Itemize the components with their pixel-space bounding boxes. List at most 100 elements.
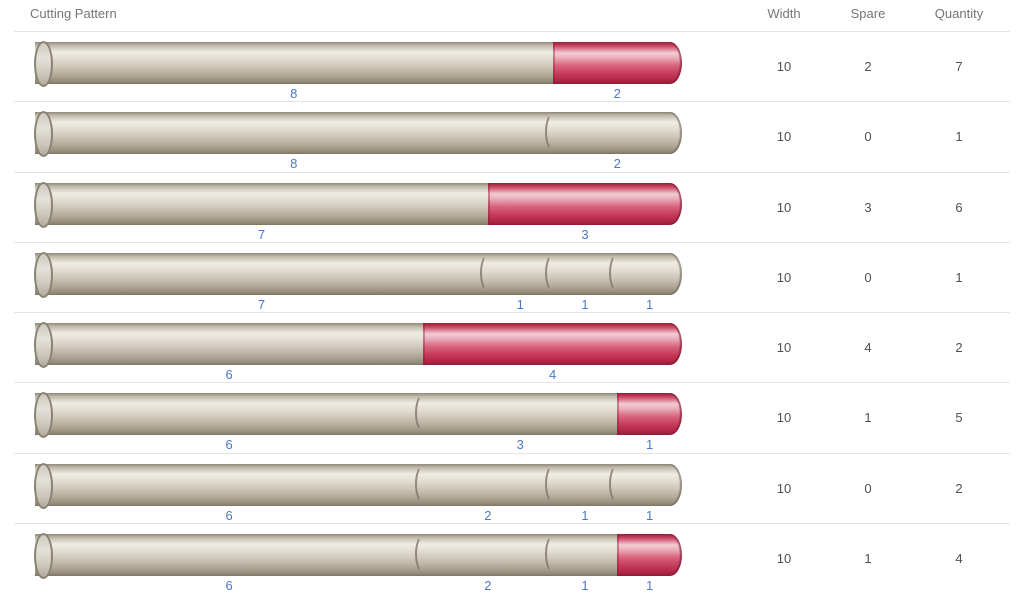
segment-size-label: 1	[646, 507, 654, 523]
spare-value: 0	[864, 480, 872, 496]
spare-value: 2	[864, 59, 872, 74]
segment-labels: 6 2 1 1	[35, 508, 682, 524]
row-values: 10 3 6	[742, 200, 1008, 215]
cut-mark	[415, 534, 431, 573]
cutting-bar	[34, 322, 682, 368]
cut-mark	[415, 464, 431, 503]
cutting-pattern-column-header: Cutting Pattern	[30, 6, 117, 21]
cut-mark	[544, 113, 561, 152]
cut-mark	[609, 464, 625, 503]
cut-mark	[544, 464, 561, 503]
segment-size-label: 8	[290, 156, 298, 172]
pattern-row: 6 2 1 1 10 1 4	[0, 522, 1024, 593]
width-value: 10	[776, 199, 792, 215]
piece-segment	[423, 463, 553, 506]
row-values: 10 4 2	[742, 340, 1008, 355]
cut-mark	[609, 253, 625, 292]
bar-end-cap	[34, 322, 53, 368]
spare-value: 4	[864, 340, 872, 355]
piece-segment	[552, 463, 618, 506]
spare-segment	[617, 533, 682, 576]
piece-segment	[35, 112, 553, 155]
piece-segment	[35, 252, 488, 295]
row-values: 10 1 4	[742, 551, 1008, 566]
quantity-value: 1	[955, 269, 963, 285]
piece-segment	[487, 252, 553, 295]
segment-size-label: 6	[225, 437, 233, 453]
quantity-value: 2	[955, 340, 963, 355]
spare-segment	[487, 182, 682, 225]
piece-segment	[552, 252, 618, 295]
bar-end-cap	[34, 111, 53, 158]
pattern-row: 7 1 1 1 10 0 1	[0, 241, 1024, 313]
quantity-column-header: Quantity	[934, 6, 984, 21]
cutting-bar	[34, 392, 682, 439]
piece-segment	[35, 463, 424, 506]
segment-size-label: 8	[290, 86, 298, 101]
segment-size-label: 1	[581, 296, 589, 312]
piece-segment	[423, 393, 618, 436]
segment-size-label: 3	[581, 226, 589, 242]
quantity-value: 7	[955, 59, 963, 74]
quantity-value: 2	[955, 480, 963, 496]
bar-end-cap	[34, 251, 53, 298]
piece-segment	[617, 252, 682, 295]
spare-value: 3	[864, 199, 872, 215]
row-values: 10 0 1	[742, 129, 1008, 144]
quantity-value: 1	[955, 129, 963, 145]
segment-size-label: 2	[613, 156, 621, 172]
width-column-header: Width	[767, 6, 801, 21]
bar-end-cap	[34, 41, 53, 87]
cut-mark	[415, 394, 431, 433]
segment-size-label: 2	[484, 577, 492, 593]
segment-size-label: 1	[646, 437, 654, 453]
piece-segment	[423, 533, 553, 576]
segment-labels: 7 1 1 1	[35, 297, 682, 313]
width-value: 10	[776, 340, 792, 355]
segment-labels: 6 3 1	[35, 437, 682, 453]
width-value: 10	[776, 269, 792, 285]
width-value: 10	[776, 480, 792, 496]
spare-segment	[617, 393, 682, 436]
width-value: 10	[776, 129, 792, 145]
bar-end-cap	[34, 462, 53, 509]
piece-segment	[35, 533, 424, 576]
cutting-bar	[34, 532, 682, 579]
cutting-bar	[34, 41, 682, 87]
row-values: 10 0 2	[742, 481, 1008, 496]
cut-mark	[544, 253, 561, 292]
piece-segment	[35, 182, 488, 225]
piece-segment	[552, 112, 682, 155]
piece-segment	[35, 393, 424, 436]
piece-segment	[552, 533, 618, 576]
segment-size-label: 2	[484, 507, 492, 523]
piece-segment	[35, 323, 424, 365]
spare-segment	[423, 323, 682, 365]
width-value: 10	[776, 59, 792, 74]
segment-size-label: 6	[225, 367, 233, 382]
segment-size-label: 1	[581, 577, 589, 593]
cut-mark	[544, 534, 561, 573]
segment-size-label: 4	[548, 367, 557, 382]
width-value: 10	[776, 410, 792, 426]
bar-end-cap	[34, 392, 53, 439]
segment-size-label: 2	[613, 86, 621, 101]
cutting-bar	[34, 181, 682, 228]
quantity-value: 5	[955, 410, 963, 426]
spare-column-header: Spare	[850, 6, 886, 21]
cutting-bar	[34, 251, 682, 298]
row-values: 10 1 5	[742, 410, 1008, 425]
segment-size-label: 6	[225, 507, 233, 523]
quantity-value: 6	[955, 199, 963, 215]
numeric-column-headers: Width Spare Quantity	[742, 6, 1008, 21]
segment-size-label: 1	[516, 296, 524, 312]
piece-segment	[617, 463, 682, 506]
